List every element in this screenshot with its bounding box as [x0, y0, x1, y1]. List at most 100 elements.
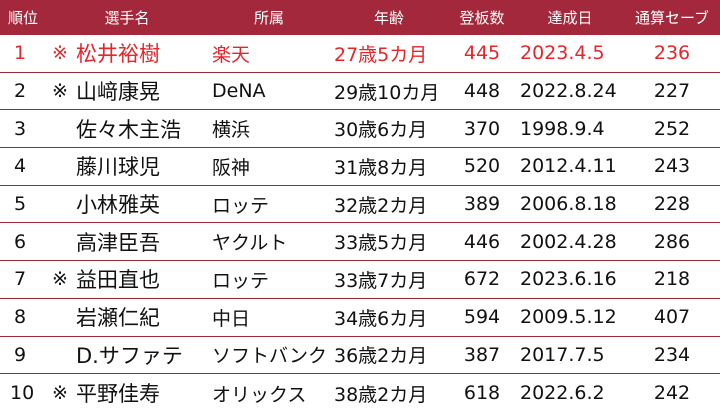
age-cell: 31歳8カ月 [334, 156, 428, 179]
team-cell: 中日 [212, 307, 251, 330]
name-cell: 佐々木主浩 [46, 110, 208, 147]
table-row: 5 小林雅英 ロッテ 32歳2カ月 389 2006.8.18 228 [0, 186, 720, 224]
rank-cell: 8 [14, 306, 27, 329]
games-cell: 618 [463, 382, 501, 405]
age-cell: 36歳2カ月 [334, 345, 428, 368]
rank-cell: 10 [10, 382, 35, 405]
games-cell: 520 [463, 155, 501, 178]
date-cell: 1998.9.4 [520, 117, 605, 140]
table-row: 2 ※ 山﨑康晃 DeNA 29歳10カ月 448 2022.8.24 227 [0, 73, 720, 111]
table-row: 10 ※ 平野佳寿 オリックス 38歳2カ月 618 2022.6.2 242 [0, 374, 720, 412]
team-cell: ソフトバンク [212, 345, 327, 368]
table-row: 3 佐々木主浩 横浜 30歳6カ月 370 1998.9.4 252 [0, 110, 720, 149]
games-cell: 389 [463, 193, 501, 216]
games-cell: 448 [463, 80, 501, 103]
date-cell: 2009.5.12 [520, 306, 617, 329]
saves-cell: 218 [653, 268, 691, 291]
rank-cell: 9 [14, 343, 27, 366]
header-name: 選手名 [104, 9, 150, 27]
header-age: 年齢 [373, 9, 404, 27]
team-cell: 横浜 [212, 119, 251, 142]
games-cell: 387 [463, 343, 501, 366]
name-cell: 高津臣吾 [46, 223, 208, 260]
age-cell: 33歳7カ月 [334, 269, 428, 292]
name-cell: ※ 松井裕樹 [46, 35, 208, 72]
player-name: 松井裕樹 [76, 42, 160, 67]
age-cell: 33歳5カ月 [334, 232, 428, 255]
header-saves: 通算セーブ [634, 9, 710, 27]
player-name: D.サファテ [76, 343, 183, 368]
header-date: 達成日 [547, 9, 593, 27]
saves-cell: 243 [653, 155, 691, 178]
rank-cell: 6 [14, 230, 27, 253]
note-mark: ※ [52, 42, 68, 65]
note-mark: ※ [52, 268, 68, 291]
saves-cell: 286 [653, 230, 691, 253]
player-name: 山﨑康晃 [76, 80, 160, 105]
saves-cell: 236 [653, 42, 691, 65]
games-cell: 445 [463, 42, 501, 65]
saves-cell: 228 [653, 193, 691, 216]
name-cell: 岩瀬仁紀 [46, 299, 208, 336]
rank-cell: 1 [14, 42, 27, 65]
table-header: 順位 選手名 所属 年齢 登板数 達成日 通算セーブ [0, 0, 720, 35]
games-cell: 672 [463, 268, 501, 291]
rank-cell: 7 [14, 268, 27, 291]
header-rank: 順位 [7, 9, 38, 27]
team-cell: 楽天 [212, 43, 251, 66]
games-cell: 594 [463, 306, 501, 329]
date-cell: 2006.8.18 [520, 193, 617, 216]
team-cell: ロッテ [212, 269, 270, 292]
rank-cell: 2 [14, 80, 27, 103]
team-cell: 阪神 [212, 156, 251, 179]
games-cell: 370 [463, 117, 501, 140]
saves-cell: 407 [653, 306, 691, 329]
table-row: 8 岩瀬仁紀 中日 34歳6カ月 594 2009.5.12 407 [0, 299, 720, 337]
date-cell: 2002.4.28 [520, 230, 617, 253]
table-row: 6 高津臣吾 ヤクルト 33歳5カ月 446 2002.4.28 286 [0, 223, 720, 262]
player-name: 藤川球児 [76, 155, 160, 180]
date-cell: 2017.7.5 [520, 343, 605, 366]
name-cell: 藤川球児 [46, 148, 208, 185]
age-cell: 32歳2カ月 [334, 194, 428, 217]
age-cell: 38歳2カ月 [334, 383, 428, 406]
date-cell: 2022.8.24 [520, 80, 617, 103]
saves-cell: 242 [653, 382, 691, 405]
age-cell: 29歳10カ月 [334, 81, 440, 104]
saves-cell: 227 [653, 80, 691, 103]
name-cell: ※ 平野佳寿 [46, 374, 208, 412]
team-cell: ヤクルト [212, 232, 288, 255]
age-cell: 30歳6カ月 [334, 119, 428, 142]
table-row: 7 ※ 益田直也 ロッテ 33歳7カ月 672 2023.6.16 218 [0, 261, 720, 299]
saves-cell: 252 [653, 117, 691, 140]
table-row: 1 ※ 松井裕樹 楽天 27歳5カ月 445 2023.4.5 236 [0, 35, 720, 73]
player-name: 佐々木主浩 [76, 117, 181, 142]
player-name: 平野佳寿 [76, 382, 160, 407]
games-cell: 446 [463, 230, 501, 253]
name-cell: D.サファテ [46, 337, 208, 374]
header-games: 登板数 [459, 9, 505, 27]
name-cell: ※ 山﨑康晃 [46, 73, 208, 110]
player-name: 高津臣吾 [76, 230, 160, 255]
player-name: 岩瀬仁紀 [76, 306, 160, 331]
team-cell: DeNA [212, 80, 266, 103]
saves-cell: 234 [653, 343, 691, 366]
date-cell: 2022.6.2 [520, 382, 605, 405]
date-cell: 2012.4.11 [520, 155, 617, 178]
rank-cell: 5 [14, 193, 27, 216]
rank-cell: 3 [14, 117, 27, 140]
rank-cell: 4 [14, 155, 27, 178]
note-mark: ※ [52, 382, 68, 405]
header-team: 所属 [253, 9, 284, 27]
age-cell: 27歳5カ月 [334, 43, 428, 66]
note-mark: ※ [52, 80, 68, 103]
team-cell: オリックス [212, 383, 307, 406]
date-cell: 2023.4.5 [520, 42, 605, 65]
team-cell: ロッテ [212, 194, 270, 217]
player-name: 益田直也 [76, 268, 160, 293]
player-name: 小林雅英 [76, 193, 160, 218]
table-row: 9 D.サファテ ソフトバンク 36歳2カ月 387 2017.7.5 234 [0, 337, 720, 375]
name-cell: 小林雅英 [46, 186, 208, 223]
date-cell: 2023.6.16 [520, 268, 617, 291]
